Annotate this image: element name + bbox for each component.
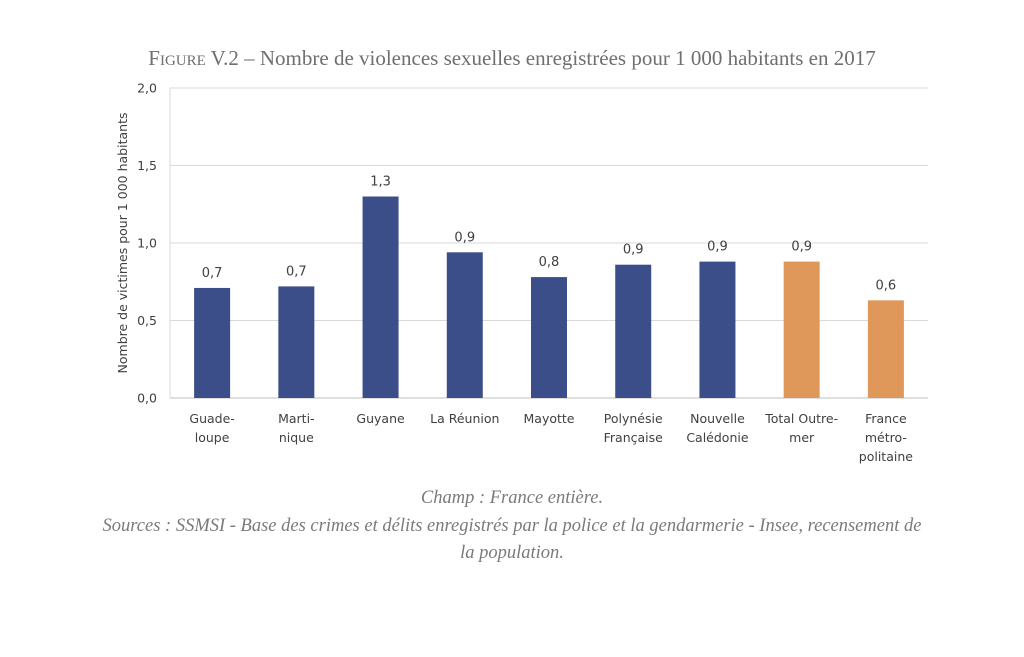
data-label: 0,8	[539, 255, 560, 270]
title-prefix: Figure	[148, 46, 206, 70]
chart-title: Figure V.2 – Nombre de violences sexuell…	[0, 46, 1024, 71]
x-tick-label: Total Outre-mer	[764, 411, 838, 445]
data-label: 0,9	[623, 243, 644, 258]
title-text: V.2 – Nombre de violences sexuelles enre…	[205, 46, 876, 70]
data-label: 0,9	[707, 240, 728, 255]
bar	[531, 277, 567, 398]
bar	[194, 287, 231, 398]
champ-note: Champ : France entière.	[420, 488, 604, 508]
bar	[278, 286, 315, 398]
bar	[699, 261, 736, 398]
sources-note-line2: la population.	[460, 543, 564, 563]
x-tick-label: La Réunion	[430, 411, 499, 426]
x-tick-label: Marti-nique	[278, 411, 314, 445]
bar	[783, 261, 820, 398]
sources-note-line1: Sources : SSMSI - Base des crimes et dél…	[102, 516, 922, 536]
data-label: 0,9	[454, 230, 475, 245]
data-label: 0,9	[791, 240, 812, 255]
x-tick-label: Nouvelle Calédonie	[686, 411, 749, 445]
y-tick-label: 1,0	[137, 236, 157, 251]
data-label: 0,7	[202, 266, 223, 281]
x-tick-label: Polynésie Française	[604, 411, 664, 445]
x-tick-label: Guyane	[356, 411, 405, 426]
data-label: 1,3	[370, 175, 391, 190]
y-tick-label: 1,5	[137, 158, 157, 173]
x-tick-label: France métro-politaine	[859, 411, 913, 464]
x-tick-label: Guade-loupe	[189, 411, 234, 445]
y-tick-label: 2,0	[137, 81, 157, 96]
bar	[615, 264, 652, 398]
bar	[362, 196, 399, 398]
bar	[446, 252, 483, 398]
data-label: 0,6	[876, 278, 897, 293]
y-tick-label: 0,0	[137, 391, 157, 406]
x-tick-label: Mayotte	[524, 411, 575, 426]
bar	[867, 300, 904, 398]
y-axis-label: Nombre de victimes pour 1 000 habitants	[115, 113, 130, 374]
y-tick-label: 0,5	[137, 313, 157, 328]
data-label: 0,7	[286, 264, 307, 279]
